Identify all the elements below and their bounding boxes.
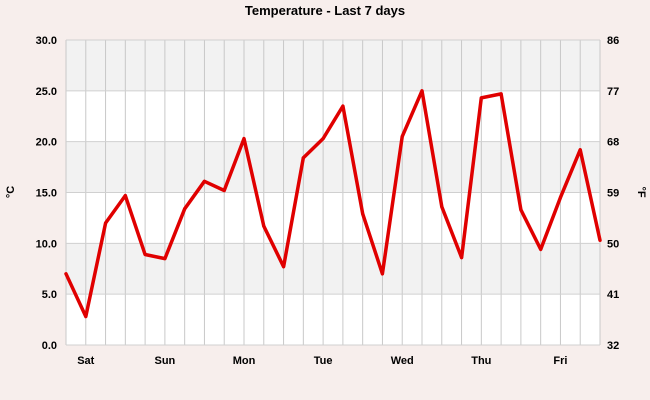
left-tick-label: 10.0 bbox=[36, 238, 57, 250]
grid-lines bbox=[65, 39, 601, 346]
right-tick-label: 77 bbox=[607, 86, 619, 98]
data-point bbox=[64, 272, 68, 276]
data-point bbox=[400, 135, 404, 139]
x-tick-label: Sun bbox=[154, 355, 175, 367]
data-point bbox=[420, 89, 424, 93]
plot-band bbox=[66, 90, 600, 142]
left-tick-label: 0.0 bbox=[42, 340, 57, 352]
right-tick-label: 59 bbox=[607, 188, 619, 200]
right-tick-label: 32 bbox=[607, 340, 619, 352]
data-point bbox=[104, 221, 108, 225]
right-tick-label: 50 bbox=[607, 238, 619, 250]
left-tick-label: 5.0 bbox=[42, 289, 57, 301]
plot-band bbox=[66, 141, 600, 193]
right-tick-label: 41 bbox=[607, 289, 619, 301]
left-axis-ticks: 0.0 5.0 10.0 15.0 20.0 25.0 30.0 bbox=[36, 35, 57, 352]
data-point bbox=[163, 257, 167, 261]
x-tick-label: Thu bbox=[471, 355, 491, 367]
data-point bbox=[578, 148, 582, 152]
left-tick-label: 30.0 bbox=[36, 35, 57, 47]
plot-band bbox=[66, 243, 600, 295]
data-point bbox=[202, 179, 206, 183]
x-tick-label: Fri bbox=[553, 355, 567, 367]
data-point bbox=[539, 247, 543, 251]
x-tick-label: Sat bbox=[77, 355, 94, 367]
x-tick-label: Tue bbox=[314, 355, 333, 367]
data-point bbox=[440, 205, 444, 209]
left-tick-label: 25.0 bbox=[36, 86, 57, 98]
plot-band bbox=[66, 294, 600, 345]
data-point bbox=[380, 272, 384, 276]
data-point bbox=[361, 212, 365, 216]
data-point bbox=[301, 156, 305, 160]
plot-band bbox=[66, 192, 600, 244]
x-tick-label: Mon bbox=[233, 355, 256, 367]
left-axis-title: °C bbox=[5, 186, 17, 198]
data-point bbox=[479, 96, 483, 100]
chart-title: Temperature - Last 7 days bbox=[245, 3, 405, 18]
plot-background-bands bbox=[66, 40, 600, 345]
right-axis-ticks: 32 41 50 59 68 77 86 bbox=[607, 35, 619, 352]
left-tick-label: 15.0 bbox=[36, 188, 57, 200]
data-point bbox=[183, 207, 187, 211]
data-point bbox=[558, 196, 562, 200]
plot-band bbox=[66, 40, 600, 91]
data-point bbox=[143, 253, 147, 257]
data-point bbox=[222, 188, 226, 192]
data-point bbox=[519, 208, 523, 212]
data-point bbox=[460, 256, 464, 260]
data-point bbox=[499, 92, 503, 96]
x-tick-label: Wed bbox=[391, 355, 414, 367]
series-group bbox=[64, 89, 602, 319]
right-tick-label: 86 bbox=[607, 35, 619, 47]
data-point bbox=[84, 315, 88, 319]
data-point bbox=[262, 224, 266, 228]
data-point bbox=[598, 238, 602, 242]
right-tick-label: 68 bbox=[607, 137, 619, 149]
data-point bbox=[242, 137, 246, 141]
x-axis-ticks: Sat Sun Mon Tue Wed Thu Fri bbox=[77, 355, 567, 367]
data-point bbox=[123, 194, 127, 198]
left-tick-label: 20.0 bbox=[36, 137, 57, 149]
right-axis-title: °F bbox=[635, 186, 647, 197]
series-line bbox=[64, 89, 602, 319]
data-point bbox=[282, 265, 286, 269]
data-point bbox=[341, 104, 345, 108]
data-point bbox=[321, 137, 325, 141]
